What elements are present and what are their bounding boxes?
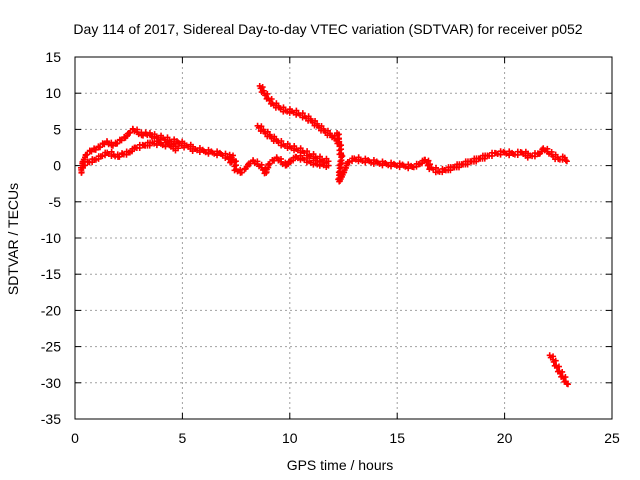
- trace-mark: [481, 155, 488, 162]
- trace-mark: [339, 153, 346, 160]
- y-tick-label: 5: [53, 121, 61, 137]
- trace-mark: [84, 151, 91, 158]
- trace-mark: [259, 84, 266, 91]
- trace-mark: [418, 160, 425, 167]
- y-tick-label: -25: [41, 339, 61, 355]
- x-tick-label: 25: [604, 430, 620, 446]
- x-tick-label: 5: [179, 430, 187, 446]
- x-tick-label: 10: [282, 430, 298, 446]
- y-axis-label: SDTVAR / TECUs: [5, 183, 21, 295]
- trace-mark: [136, 144, 143, 151]
- x-axis-label: GPS time / hours: [287, 457, 394, 473]
- plot-frame: [74, 56, 613, 420]
- trace-mark: [342, 164, 349, 171]
- data-point: [563, 158, 570, 165]
- trace-mark: [497, 151, 504, 158]
- data-points: [78, 82, 571, 388]
- trace-mark: [464, 161, 471, 168]
- trace-mark: [124, 133, 131, 140]
- trace-mark: [116, 153, 123, 160]
- tick-labels: 0 5 10 15 20 25 15 10 5 0 -5 -10 -15 -20 -25 -30 -35: [41, 49, 620, 446]
- trace-mark: [263, 166, 270, 173]
- trace-mark: [128, 148, 135, 155]
- trace-mark: [82, 162, 89, 169]
- y-tick-label: -20: [41, 302, 61, 318]
- y-tick-label: 15: [45, 49, 61, 65]
- trace-mark: [114, 140, 121, 147]
- y-tick-label: -15: [41, 266, 61, 282]
- y-tick-label: -35: [41, 411, 61, 427]
- trace-mark: [514, 151, 521, 158]
- series-afternoon-track: [334, 130, 570, 185]
- series-descending-arc-low: [254, 122, 332, 166]
- y-tick-label: -10: [41, 230, 61, 246]
- data-point: [175, 145, 182, 152]
- x-tick-label: 20: [497, 430, 513, 446]
- data-point: [564, 381, 571, 388]
- grid-lines: [75, 57, 612, 419]
- trace-mark: [127, 129, 134, 136]
- trace-mark: [538, 148, 545, 155]
- series-lower-branch-early: [80, 138, 182, 169]
- x-tick-label: 15: [389, 430, 405, 446]
- series-midday-cluster: [226, 151, 332, 177]
- trace-mark: [238, 169, 245, 176]
- trace-mark: [97, 144, 104, 151]
- trace-mark: [244, 163, 251, 170]
- chart-title: Day 114 of 2017, Sidereal Day-to-day VTE…: [73, 21, 582, 37]
- y-tick-label: -30: [41, 375, 61, 391]
- trace-mark: [146, 142, 153, 149]
- trace-mark: [338, 173, 345, 180]
- trace-mark: [338, 160, 345, 167]
- trace-mark: [266, 160, 273, 167]
- series-main-track: [78, 125, 235, 176]
- data-point: [325, 158, 332, 165]
- trace-mark: [531, 153, 538, 160]
- trace-mark: [290, 157, 297, 164]
- y-tick-label: -5: [49, 194, 62, 210]
- series-late-drop: [546, 352, 571, 388]
- trace-mark: [473, 158, 480, 165]
- y-tick-label: 10: [45, 85, 61, 101]
- trace-mark: [80, 156, 87, 163]
- trace-mark: [447, 167, 454, 174]
- x-tick-label: 0: [71, 430, 79, 446]
- y-tick-label: 0: [53, 158, 61, 174]
- trace-mark: [456, 164, 463, 171]
- trace-mark: [562, 157, 569, 164]
- trace-mark: [488, 152, 495, 159]
